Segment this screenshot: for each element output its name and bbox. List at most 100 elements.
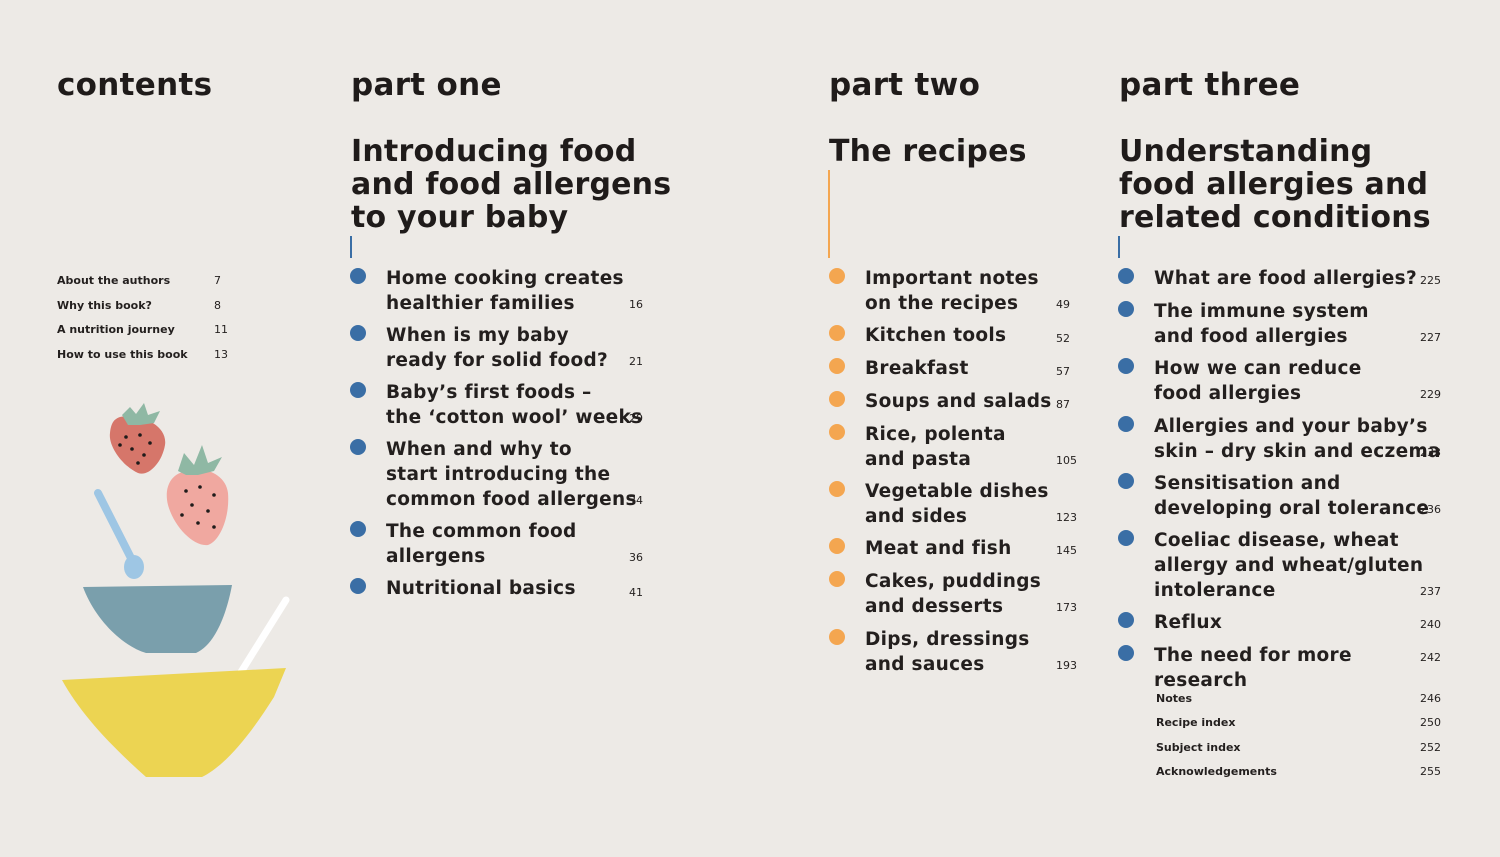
toc-entry-page: 225 (1420, 274, 1441, 287)
toc-entry-label: The need for more research (1154, 645, 1352, 691)
toc-entry-label: Reflux (1154, 612, 1223, 633)
toc-entry-page: 123 (1056, 511, 1077, 524)
toc-entry-page: 229 (1420, 388, 1441, 401)
bullet-dot-icon (350, 382, 366, 398)
front-matter-page: 11 (214, 323, 228, 336)
toc-entry-page: 34 (629, 494, 643, 507)
front-matter-label[interactable]: Why this book? (57, 299, 152, 312)
spoon-icon (94, 489, 144, 579)
toc-entry-page: 29 (629, 412, 643, 425)
strawberry-icon (166, 445, 229, 546)
bullet-dot-icon (350, 325, 366, 341)
toc-entry-label: The common food allergens (386, 521, 577, 567)
toc-entry-page: 52 (1056, 332, 1070, 345)
back-matter-page: 255 (1420, 765, 1441, 778)
toc-entry-page: 237 (1420, 585, 1441, 598)
bullet-dot-icon (829, 481, 845, 497)
back-matter-label[interactable]: Recipe index (1156, 716, 1236, 729)
back-matter-page: 246 (1420, 692, 1441, 705)
spoon-icon (232, 596, 290, 684)
toc-entry-page: 16 (629, 298, 643, 311)
toc-entry-label: Vegetable dishes and sides (865, 481, 1049, 527)
toc-entry-label: Dips, dressings and sauces (865, 629, 1030, 675)
part-two-heading: part two (829, 67, 981, 103)
bullet-dot-icon (1118, 473, 1134, 489)
toc-entry-page: 233 (1420, 446, 1441, 459)
toc-entry-label: Sensitisation and developing oral tolera… (1154, 473, 1430, 519)
toc-entry-page: 36 (629, 551, 643, 564)
bullet-dot-icon (829, 571, 845, 587)
toc-entry-page: 193 (1056, 659, 1077, 672)
bullet-dot-icon (1118, 612, 1134, 628)
toc-entry-label: Baby’s first foods – the ‘cotton wool’ w… (386, 382, 643, 428)
part-one-rule (350, 236, 352, 258)
toc-entry-page: 240 (1420, 618, 1441, 631)
back-matter-page: 250 (1420, 716, 1441, 729)
bullet-dot-icon (350, 268, 366, 284)
toc-entry-label: How we can reduce food allergies (1154, 358, 1362, 404)
bullet-dot-icon (350, 439, 366, 455)
part-three-title: Understanding food allergies and related… (1119, 134, 1431, 235)
toc-entry-label: When and why to start introducing the co… (386, 439, 637, 510)
bullet-dot-icon (1118, 416, 1134, 432)
bullet-dot-icon (829, 629, 845, 645)
toc-entry-label: Soups and salads (865, 391, 1052, 412)
back-matter-label[interactable]: Subject index (1156, 741, 1241, 754)
toc-entry-label: Cakes, puddings and desserts (865, 571, 1042, 617)
part-one-heading: part one (351, 67, 502, 103)
toc-entry-label: Rice, polenta and pasta (865, 424, 1006, 470)
toc-entry-page: 49 (1056, 298, 1070, 311)
front-matter-label[interactable]: A nutrition journey (57, 323, 175, 336)
bullet-dot-icon (829, 358, 845, 374)
back-matter-label[interactable]: Notes (1156, 692, 1193, 705)
toc-entry-label: Coeliac disease, wheat allergy and wheat… (1154, 530, 1424, 601)
toc-entry-page: 105 (1056, 454, 1077, 467)
front-matter-page: 7 (214, 274, 221, 287)
bullet-dot-icon (350, 521, 366, 537)
toc-entry-label: Home cooking creates healthier families (386, 268, 624, 314)
bullet-dot-icon (1118, 358, 1134, 374)
toc-entry-page: 236 (1420, 503, 1441, 516)
bullet-dot-icon (829, 391, 845, 407)
toc-entry-page: 145 (1056, 544, 1077, 557)
toc-entry-label: Meat and fish (865, 538, 1012, 559)
part-three-heading: part three (1119, 67, 1301, 103)
bowl-icon (62, 668, 286, 777)
toc-entry-page: 227 (1420, 331, 1441, 344)
toc-entry-page: 57 (1056, 365, 1070, 378)
toc-entry-page: 87 (1056, 398, 1070, 411)
part-one-title: Introducing food and food allergens to y… (351, 134, 672, 235)
back-matter-page: 252 (1420, 741, 1441, 754)
toc-entry-label: Breakfast (865, 358, 969, 379)
part-three-rule (1118, 236, 1120, 258)
front-matter-label[interactable]: About the authors (57, 274, 171, 287)
bullet-dot-icon (1118, 268, 1134, 284)
front-matter-page: 13 (214, 348, 228, 361)
toc-entry-label: What are food allergies? (1154, 268, 1418, 289)
toc-entry-page: 41 (629, 586, 643, 599)
toc-entry-page: 173 (1056, 601, 1077, 614)
bullet-dot-icon (1118, 645, 1134, 661)
bowl-icon (83, 585, 232, 653)
toc-entry-page: 242 (1420, 651, 1441, 664)
toc-entry-label: Kitchen tools (865, 325, 1007, 346)
bullet-dot-icon (829, 538, 845, 554)
toc-entry-label: Nutritional basics (386, 578, 576, 599)
part-two-rule (828, 170, 830, 258)
toc-entry-page: 21 (629, 355, 643, 368)
bullet-dot-icon (829, 268, 845, 284)
bullet-dot-icon (350, 578, 366, 594)
front-matter-label[interactable]: How to use this book (57, 348, 188, 361)
food-illustration (62, 403, 290, 777)
bullet-dot-icon (829, 325, 845, 341)
bullet-dot-icon (1118, 530, 1134, 546)
strawberry-icon (109, 403, 166, 474)
part-two-title: The recipes (829, 134, 1027, 169)
toc-entry-label: When is my baby ready for solid food? (386, 325, 609, 371)
toc-entry-label: Important notes on the recipes (865, 268, 1039, 314)
bullet-dot-icon (829, 424, 845, 440)
contents-heading: contents (57, 67, 213, 103)
toc-entry-label: Allergies and your baby’s skin – dry ski… (1154, 416, 1441, 462)
back-matter-label[interactable]: Acknowledgements (1156, 765, 1277, 778)
toc-entry-label: The immune system and food allergies (1154, 301, 1369, 347)
